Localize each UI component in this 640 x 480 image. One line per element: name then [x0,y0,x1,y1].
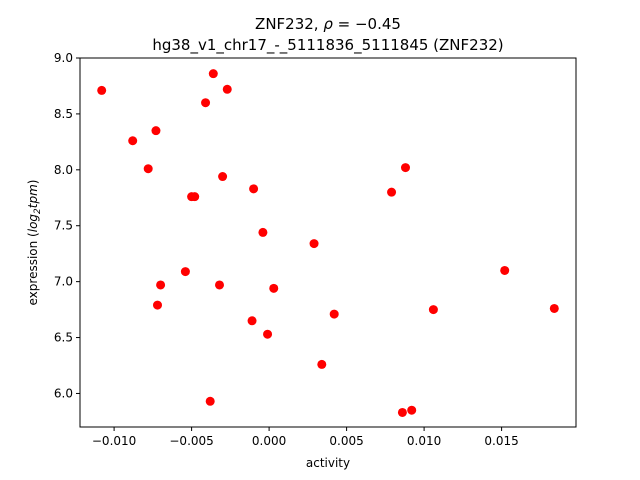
data-point-6 [156,280,166,290]
data-point-10 [201,98,211,108]
chart-title-line1: ZNF232, ρ = −0.45 [255,15,401,33]
data-point-18 [258,227,268,237]
x-tick-label: −0.005 [169,434,213,448]
x-tick-label: 0.005 [329,434,363,448]
y-tick-label: 7.5 [54,219,73,233]
data-point-24 [387,187,397,197]
data-point-25 [397,407,407,417]
x-axis-label: activity [306,456,350,470]
data-point-30 [549,303,559,313]
y-tick-label: 8.5 [54,107,73,121]
data-point-28 [428,305,438,315]
data-point-20 [269,283,279,293]
points-layer [97,69,559,417]
data-point-19 [263,329,273,339]
plot-frame [79,57,577,428]
data-point-7 [180,267,190,277]
data-point-29 [500,265,510,275]
data-point-27 [407,405,417,415]
data-point-12 [208,69,218,79]
x-tick-label: 0.015 [484,434,518,448]
x-tick-label: −0.010 [92,434,136,448]
data-point-16 [247,316,257,326]
data-point-11 [205,396,215,406]
data-point-22 [317,359,327,369]
data-point-23 [329,309,339,319]
y-axis-label: expression (log2tpm) [26,180,43,306]
data-point-21 [309,239,319,249]
data-point-9 [190,192,200,202]
y-axis-ticks: 6.0 6.5 7.0 7.5 8.0 8.5 9.0 [54,51,80,400]
x-tick-label: 0.010 [407,434,441,448]
data-point-26 [401,163,410,173]
data-point-5 [153,300,162,310]
data-point-1 [97,85,107,95]
x-tick-label: 0.000 [252,434,286,448]
data-point-2 [128,136,138,146]
y-tick-label: 9.0 [54,51,73,65]
y-tick-label: 6.5 [54,331,73,345]
x-axis-ticks: −0.010 −0.005 0.000 0.005 0.010 0.015 [92,427,519,448]
data-point-17 [249,184,259,194]
y-tick-label: 6.0 [54,386,73,400]
chart-title-line2: hg38_v1_chr17_-_5111836_5111845 (ZNF232) [152,36,503,55]
data-point-4 [151,126,161,136]
y-tick-label: 8.0 [54,163,73,177]
data-point-15 [222,84,232,94]
data-point-14 [218,172,228,182]
data-point-13 [215,280,224,290]
y-tick-label: 7.0 [54,275,73,289]
data-point-3 [143,164,153,174]
